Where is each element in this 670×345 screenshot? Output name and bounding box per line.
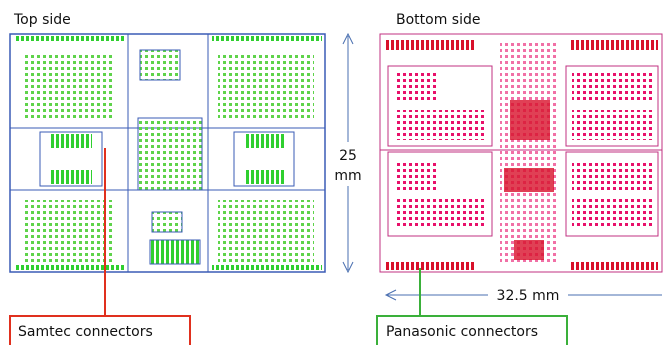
height-dimension: 25 mm — [334, 34, 364, 272]
panel-title: Bottom side — [396, 12, 481, 28]
panasonic-callout: Panasonic connectors — [377, 268, 567, 345]
dimension-label: 32.5 mm — [497, 288, 560, 304]
width-dimension: 32.5 mm — [386, 285, 662, 305]
panel-title: Top side — [13, 12, 71, 28]
page: Top side Bottom side — [0, 0, 670, 345]
top-board — [10, 34, 325, 272]
dimension-value: 25 — [339, 148, 357, 164]
callout-label: Panasonic connectors — [386, 324, 538, 340]
bottom-board — [380, 34, 662, 272]
dimension-unit: mm — [334, 168, 361, 184]
diagram: Top side Bottom side — [0, 0, 670, 345]
callout-label: Samtec connectors — [18, 324, 153, 340]
